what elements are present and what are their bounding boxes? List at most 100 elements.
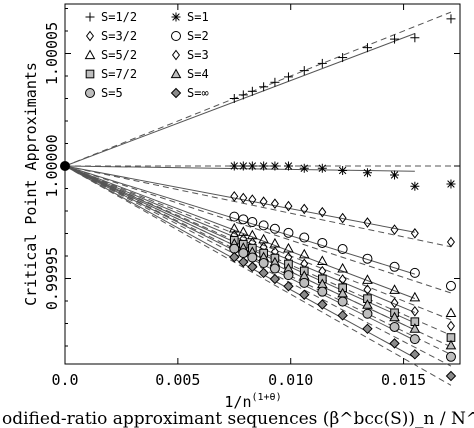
legend-item-s-5-2: S=5/2 (84, 48, 137, 62)
legend-label: S=5 (101, 86, 123, 100)
point-s-2 (299, 232, 310, 243)
point-s-1 (390, 170, 400, 180)
point-s-5-2 (337, 262, 348, 273)
y-tick-label: 1.00000 (43, 134, 61, 197)
point-s-4 (389, 311, 400, 322)
point-s-1-2 (283, 72, 293, 82)
point-s-inf (299, 289, 310, 300)
legend-item-s-4: S=4 (170, 67, 209, 81)
point-s-1 (259, 161, 269, 171)
point-s-5-2 (362, 274, 373, 284)
point-s-1-2 (238, 90, 248, 100)
point-s-1-2 (338, 53, 348, 63)
point-s-1-2 (247, 86, 257, 96)
point-s-2 (258, 220, 269, 231)
caption: odified-ratio approximant sequences (β^b… (2, 409, 474, 428)
point-s-1 (446, 179, 456, 189)
extrapolation-line-s-5-2 (64, 165, 452, 321)
point-s-2 (238, 214, 249, 225)
legend-marker-s-inf (170, 87, 182, 99)
point-s-1-2 (270, 77, 280, 87)
x-axis-label-main: 1/n (224, 393, 251, 411)
point-s-2 (283, 227, 294, 238)
y-tick-label: 0.99995 (43, 247, 61, 310)
fit-line-s-1-2 (64, 33, 416, 167)
point-s-1 (338, 166, 348, 175)
legend-item-s-inf: S=∞ (170, 86, 209, 100)
point-s-4 (445, 339, 457, 350)
point-s-inf (258, 267, 269, 279)
point-s-5 (283, 270, 294, 281)
point-s-5-2 (228, 222, 240, 233)
point-s-5 (229, 243, 240, 254)
legend-marker-s-2 (171, 31, 181, 41)
point-s-5-2 (237, 226, 249, 236)
point-s-5-2 (298, 248, 310, 259)
point-s-1-2 (317, 58, 327, 68)
legend-label: S=∞ (187, 86, 209, 100)
point-s-3 (390, 297, 399, 309)
extrapolation-line-s-2 (64, 165, 452, 294)
point-s-3 (410, 305, 419, 317)
legend-item-s-3: S=3 (172, 48, 209, 62)
point-s-5 (299, 277, 310, 288)
legend: S=1/2 S=1 S=3/2 S=2 S=5/2 S=3 S=7/2 S=4 S=5 S=∞ (84, 10, 209, 100)
legend-marker-s-3-2 (86, 30, 94, 42)
point-s-1 (238, 161, 248, 171)
extrapolation-line-s-4 (64, 165, 452, 355)
legend-marker-s-4 (170, 68, 182, 79)
point-s-inf (238, 256, 249, 268)
x-tick-label: 0.005 (155, 371, 200, 389)
legend-label: S=3/2 (101, 29, 137, 43)
point-s-5 (269, 263, 280, 274)
legend-label: S=1/2 (101, 10, 137, 24)
point-s-inf (317, 299, 328, 310)
point-s-inf (269, 273, 281, 285)
point-s-1 (229, 161, 239, 171)
point-s-3-2 (363, 217, 372, 228)
legend-marker-s-1 (171, 12, 181, 22)
point-s-5-2 (445, 307, 457, 317)
point-s-5 (317, 286, 328, 297)
legend-marker-s-3 (172, 49, 180, 61)
point-s-inf (445, 370, 457, 382)
point-s-5-2 (389, 284, 400, 294)
point-s-3 (363, 284, 372, 295)
point-s-inf (409, 349, 421, 360)
point-s-1 (247, 161, 257, 171)
y-tick-label: 1.00005 (43, 22, 61, 85)
point-s-3-2 (446, 236, 455, 248)
point-s-5 (337, 296, 348, 307)
point-s-4 (409, 323, 421, 333)
legend-label: S=2 (187, 29, 209, 43)
x-tick-label: 0.015 (381, 371, 426, 389)
point-s-3-2 (239, 192, 248, 204)
point-s-inf (362, 323, 373, 335)
point-s-1 (362, 168, 372, 178)
point-s-inf (389, 338, 400, 349)
point-s-1-2 (259, 82, 269, 92)
point-s-3-2 (318, 206, 327, 218)
point-s-5 (389, 321, 400, 332)
legend-marker-s-7-2 (85, 69, 95, 79)
extrapolation-line-s-3-2 (64, 165, 452, 248)
x-axis-label-sup: (1+θ) (251, 392, 281, 403)
legend-item-s-2: S=2 (171, 29, 209, 43)
point-s-1 (283, 161, 293, 171)
point-s-5 (409, 334, 420, 345)
point-s-1-2 (446, 14, 456, 24)
point-s-1 (270, 161, 280, 171)
point-s-1 (299, 163, 309, 173)
point-s-5 (445, 351, 456, 362)
fit-lines (64, 11, 452, 386)
point-s-3-2 (410, 227, 419, 239)
point-s-inf (283, 281, 294, 292)
y-axis-label: Critical Point Approximants (22, 62, 40, 306)
point-s-3-2 (270, 198, 279, 209)
plot-frame (64, 3, 461, 365)
legend-label: S=4 (187, 67, 209, 81)
extrapolation-line-s-inf (64, 165, 452, 386)
point-s-5 (247, 252, 258, 263)
point-s-4 (362, 299, 373, 309)
